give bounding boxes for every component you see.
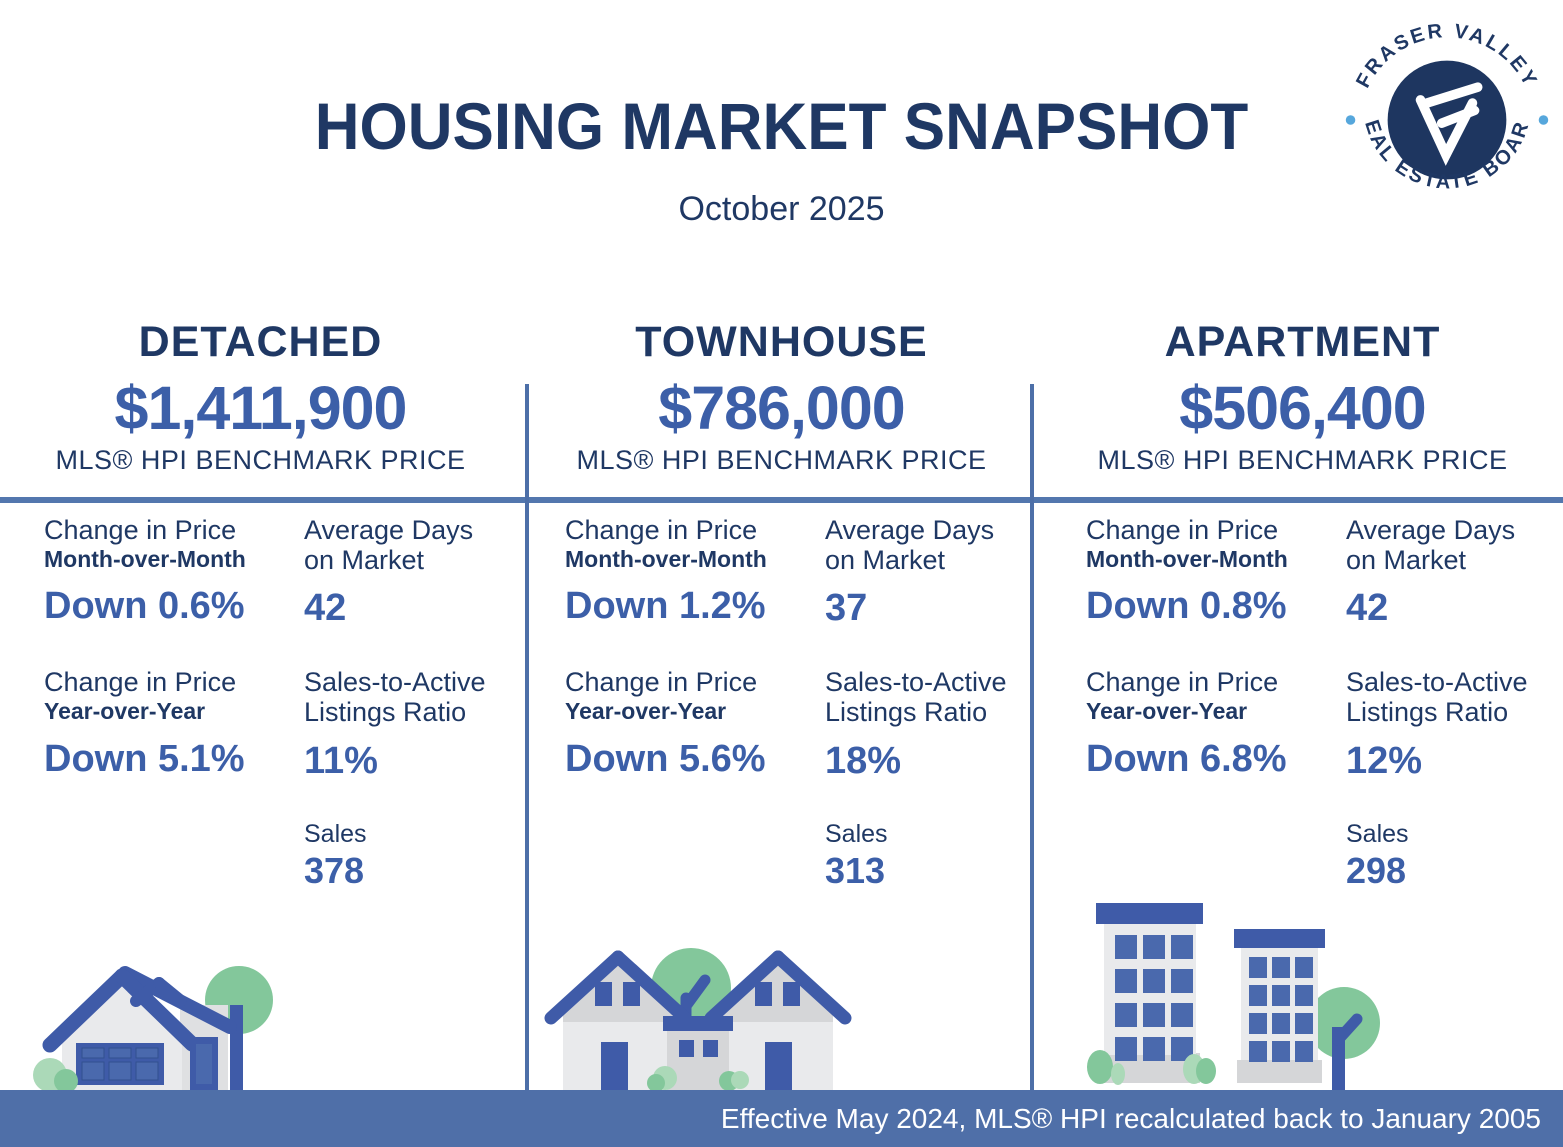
- stat-sales: Sales 378: [304, 819, 513, 893]
- stat-label: Change in Price: [1086, 667, 1279, 698]
- property-type-columns: DETACHED $1,411,900 MLS® HPI BENCHMARK P…: [0, 318, 1563, 1090]
- stat-value: 18%: [825, 739, 902, 782]
- vertical-divider-1: [525, 384, 529, 1090]
- benchmark-price: $506,400: [1179, 374, 1426, 442]
- footer-bar: Effective May 2024, MLS® HPI recalculate…: [0, 1090, 1563, 1147]
- stat-value: 298: [1346, 850, 1407, 892]
- stat-sales-ratio: Sales-to-Active Listings Ratio 12%: [1346, 667, 1555, 782]
- stat-sales: Sales 298: [1346, 819, 1555, 893]
- stat-change-mom: Change in Price Month-over-Month Down 0.…: [44, 515, 300, 630]
- stat-value: Down 5.6%: [565, 737, 766, 780]
- stat-sublabel: Year-over-Year: [44, 698, 206, 725]
- stat-value: Down 6.8%: [1086, 737, 1287, 780]
- stat-change-yoy: Change in Price Year-over-Year Down 5.1%: [44, 668, 300, 782]
- stat-value: 42: [304, 587, 347, 630]
- benchmark-price-label: MLS® HPI BENCHMARK PRICE: [1097, 445, 1508, 475]
- stat-label: Sales-to-Active Listings Ratio: [825, 667, 1007, 728]
- column-townhouse: TOWNHOUSE $786,000 MLS® HPI BENCHMARK PR…: [521, 318, 1042, 1090]
- stat-label: Change in Price: [44, 515, 237, 545]
- stats-grid: Change in Price Month-over-Month Down 0.…: [0, 515, 521, 930]
- stat-value: 42: [1346, 587, 1389, 630]
- stat-label: Sales: [825, 819, 888, 848]
- stat-sublabel: Month-over-Month: [44, 545, 246, 572]
- benchmark-price: $1,411,900: [114, 374, 408, 442]
- stat-value: 12%: [1346, 739, 1423, 782]
- stat-label: Sales-to-Active Listings Ratio: [1346, 667, 1528, 728]
- stat-value: 378: [304, 850, 365, 892]
- stat-value: 11%: [304, 739, 378, 782]
- benchmark-price-label: MLS® HPI BENCHMARK PRICE: [576, 445, 987, 475]
- stat-sales-ratio: Sales-to-Active Listings Ratio 11%: [304, 667, 513, 782]
- horizontal-divider: [0, 497, 1563, 503]
- stat-label: Average Days on Market: [825, 515, 995, 575]
- stat-sublabel: Year-over-Year: [565, 698, 727, 725]
- stat-value: Down 1.2%: [565, 585, 766, 628]
- logo-fv-monogram: [1415, 82, 1483, 166]
- townhouse-illustration: [544, 948, 852, 1090]
- stat-label: Change in Price: [565, 667, 758, 698]
- stat-change-mom: Change in Price Month-over-Month Down 0.…: [1086, 515, 1342, 630]
- stats-grid: Change in Price Month-over-Month Down 0.…: [1042, 515, 1563, 930]
- logo-left-dot: [1345, 115, 1356, 125]
- stat-days-on-market: Average Days on Market 42: [304, 515, 513, 630]
- property-type-title: APARTMENT: [1164, 318, 1441, 366]
- stat-label: Average Days on Market: [1346, 515, 1516, 575]
- stat-label: Sales: [1346, 819, 1409, 848]
- stats-grid: Change in Price Month-over-Month Down 1.…: [521, 515, 1042, 930]
- property-type-title: DETACHED: [138, 318, 383, 366]
- benchmark-price: $786,000: [658, 374, 905, 442]
- apartment-buildings-illustration: [1087, 903, 1380, 1090]
- stat-label: Change in Price: [1086, 515, 1279, 545]
- stat-label: Sales-to-Active Listings Ratio: [304, 667, 486, 728]
- logo-right-dot: [1538, 115, 1549, 125]
- benchmark-price-label: MLS® HPI BENCHMARK PRICE: [55, 445, 466, 475]
- stat-change-mom: Change in Price Month-over-Month Down 1.…: [565, 515, 821, 630]
- stat-sales: Sales 313: [825, 819, 1034, 893]
- stat-sublabel: Month-over-Month: [1086, 545, 1288, 572]
- report-month: October 2025: [678, 190, 885, 228]
- stat-sublabel: Year-over-Year: [1086, 698, 1248, 725]
- stat-label: Change in Price: [44, 667, 237, 698]
- stat-sales-ratio: Sales-to-Active Listings Ratio 18%: [825, 667, 1034, 782]
- stat-value: Down 0.6%: [44, 585, 245, 628]
- stat-days-on-market: Average Days on Market 42: [1346, 515, 1555, 630]
- stat-value: 37: [825, 587, 868, 630]
- column-apartment: APARTMENT $506,400 MLS® HPI BENCHMARK PR…: [1042, 318, 1563, 1090]
- stat-value: Down 5.1%: [44, 737, 245, 780]
- stat-change-yoy: Change in Price Year-over-Year Down 5.6%: [565, 668, 821, 782]
- stat-days-on-market: Average Days on Market 37: [825, 515, 1034, 630]
- stat-value: 313: [825, 850, 886, 892]
- stat-value: Down 0.8%: [1086, 585, 1287, 628]
- stat-spacer: [1086, 821, 1342, 893]
- vertical-divider-2: [1030, 384, 1034, 1090]
- column-detached: DETACHED $1,411,900 MLS® HPI BENCHMARK P…: [0, 318, 521, 1090]
- stat-change-yoy: Change in Price Year-over-Year Down 6.8%: [1086, 668, 1342, 782]
- stat-spacer: [565, 821, 821, 893]
- property-type-title: TOWNHOUSE: [635, 318, 928, 366]
- stat-label: Average Days on Market: [304, 515, 474, 575]
- stat-sublabel: Month-over-Month: [565, 545, 767, 572]
- detached-house-illustration: [33, 966, 273, 1090]
- page-title: HOUSING MARKET SNAPSHOT: [314, 90, 1249, 165]
- stat-label: Sales: [304, 819, 367, 848]
- stat-label: Change in Price: [565, 515, 758, 545]
- stat-spacer: [44, 821, 300, 893]
- footer-note: Effective May 2024, MLS® HPI recalculate…: [720, 1102, 1541, 1134]
